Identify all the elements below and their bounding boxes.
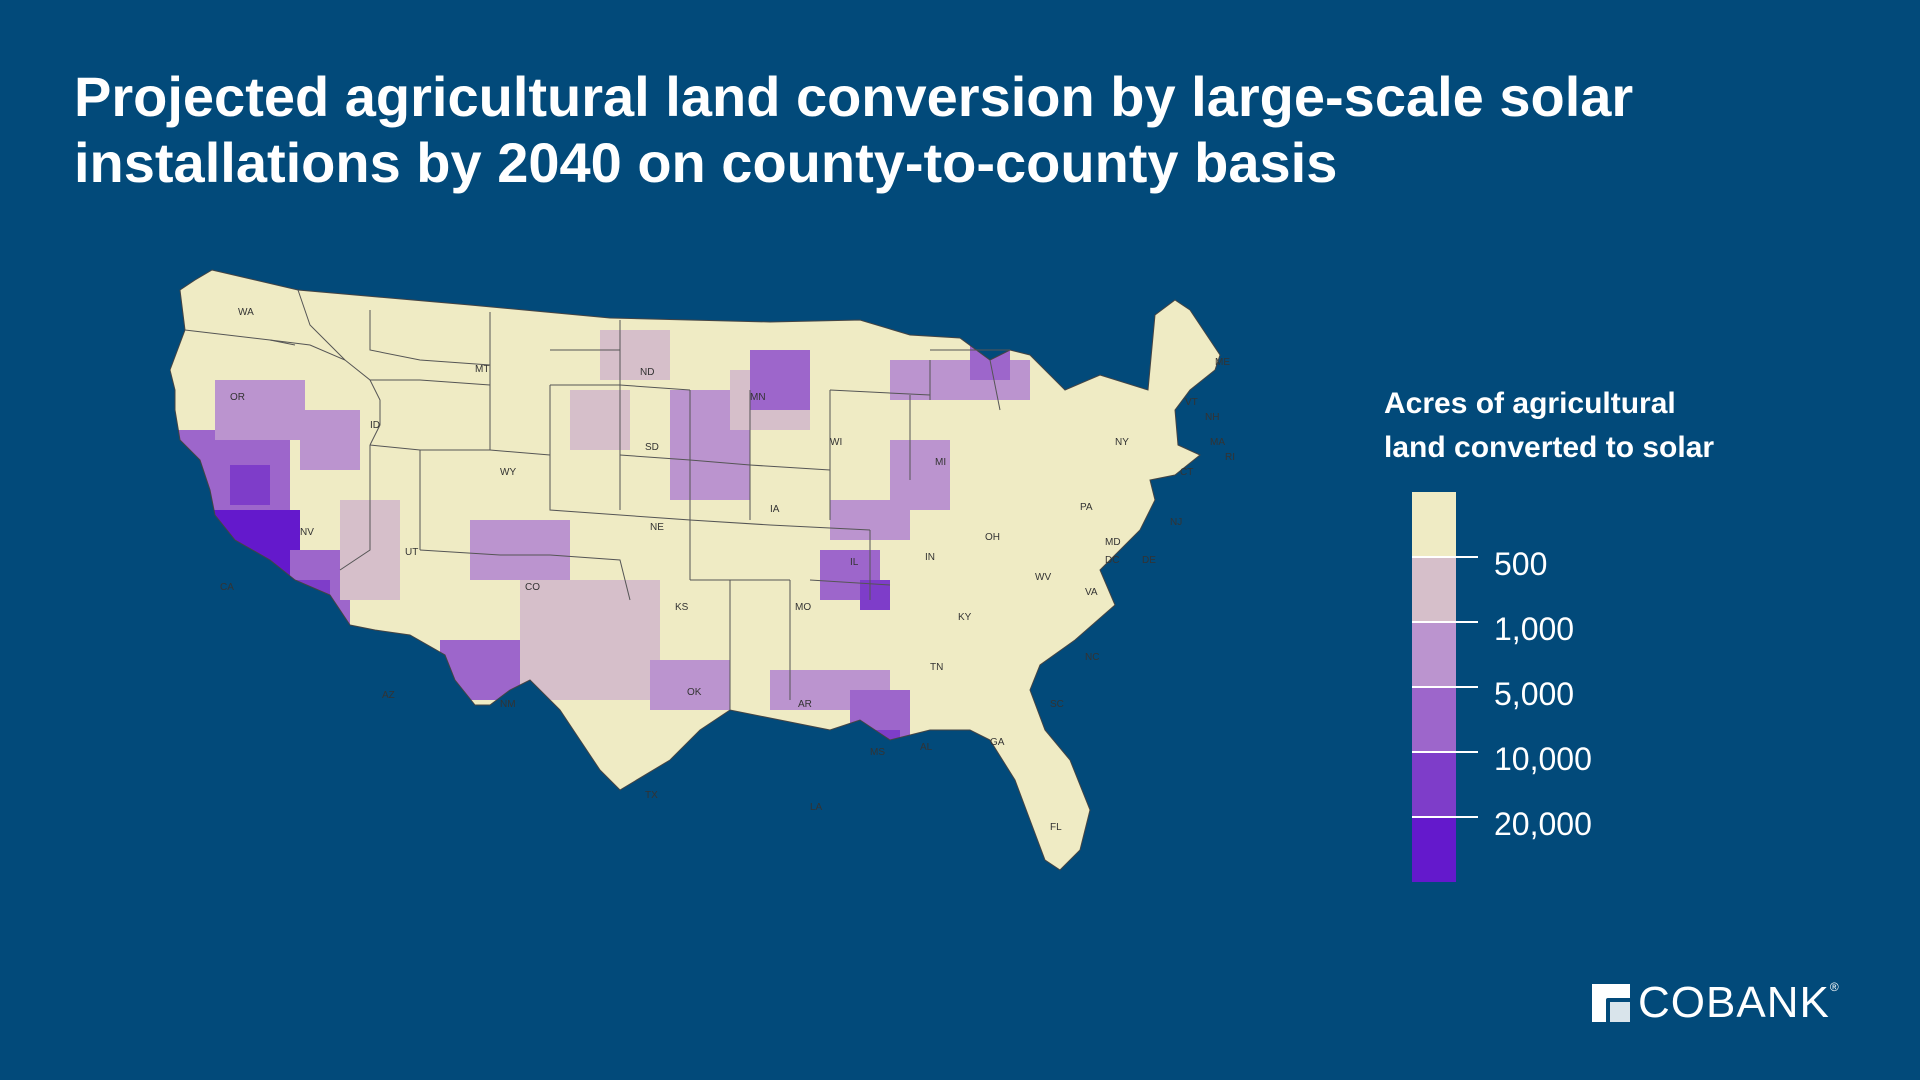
state-label-co: CO	[525, 582, 540, 593]
state-label-az: AZ	[382, 690, 395, 701]
state-label-ar: AR	[798, 699, 812, 710]
legend-label-20000: 20,000	[1494, 806, 1592, 842]
state-label-de: DE	[1142, 555, 1156, 566]
cobank-logo-icon	[1592, 984, 1630, 1022]
legend-label-500: 500	[1494, 546, 1548, 582]
state-label-id: ID	[370, 420, 380, 431]
legend-tick-20000	[1412, 816, 1478, 818]
state-label-al: AL	[920, 742, 933, 753]
legend-tick-500	[1412, 556, 1478, 558]
state-label-fl: FL	[1050, 822, 1062, 833]
state-label-wv: WV	[1035, 572, 1051, 583]
state-label-mn: MN	[750, 392, 766, 403]
state-label-ne: NE	[650, 522, 664, 533]
legend-swatch-500-1000	[1412, 557, 1456, 622]
state-label-oh: OH	[985, 532, 1000, 543]
state-label-wy: WY	[500, 467, 516, 478]
state-label-nj: NJ	[1170, 517, 1182, 528]
legend-title: Acres of agricultural land converted to …	[1384, 382, 1714, 470]
region-nevada	[215, 380, 305, 440]
legend-tick-1000	[1412, 621, 1478, 623]
state-label-ca: CA	[220, 582, 234, 593]
state-label-vt: VT	[1185, 397, 1198, 408]
legend-swatch-5000-10000	[1412, 687, 1456, 752]
state-label-in: IN	[925, 552, 935, 563]
state-label-md: MD	[1105, 537, 1121, 548]
legend-label-5000: 5,000	[1494, 676, 1575, 712]
cobank-logo-text: COBANK	[1638, 978, 1830, 1027]
state-label-ia: IA	[770, 504, 780, 515]
legend-tick-10000	[1412, 751, 1478, 753]
region-utah	[300, 410, 360, 470]
state-label-ks: KS	[675, 602, 689, 613]
state-label-il: IL	[850, 557, 859, 568]
state-label-sd: SD	[645, 442, 659, 453]
legend-label-1000: 1,000	[1494, 611, 1575, 647]
state-label-ky: KY	[958, 612, 972, 623]
region-louisiana	[650, 660, 730, 710]
us-county-choropleth-map: WA OR ID MT ND MN ME VT NH MA RI CT NY W…	[170, 250, 1280, 960]
map-title: Projected agricultural land conversion b…	[74, 64, 1774, 196]
state-label-ri: RI	[1225, 452, 1235, 463]
cobank-logo: COBANK ®	[1590, 978, 1839, 1028]
state-label-pa: PA	[1080, 502, 1093, 513]
state-label-mo: MO	[795, 602, 811, 613]
legend-color-scale	[1412, 492, 1478, 882]
legend-title-line-2: land converted to solar	[1384, 431, 1715, 464]
state-labels: WA OR ID MT ND MN ME VT NH MA RI CT NY W…	[220, 307, 1235, 833]
state-borders	[170, 269, 1221, 871]
state-label-nv: NV	[300, 527, 314, 538]
region-oklahoma	[470, 520, 570, 580]
region-minnesota-south	[600, 330, 670, 380]
state-label-me: ME	[1215, 357, 1230, 368]
legend-title-line-1: Acres of agricultural	[1384, 387, 1676, 420]
legend-swatch-10000-20000	[1412, 752, 1456, 817]
legend-swatch-1000-5000	[1412, 622, 1456, 687]
region-virginia	[890, 440, 950, 510]
state-label-ny: NY	[1115, 437, 1129, 448]
state-label-wi: WI	[830, 437, 842, 448]
map-title-line-1: Projected agricultural land conversion b…	[74, 65, 1634, 128]
state-label-nh: NH	[1205, 412, 1219, 423]
region-central-california	[230, 465, 270, 505]
state-label-tn: TN	[930, 662, 943, 673]
state-label-ma: MA	[1210, 437, 1225, 448]
state-label-mi: MI	[935, 457, 946, 468]
legend-label-10000: 10,000	[1494, 741, 1592, 777]
region-central-texas	[520, 580, 660, 700]
legend-tick-5000	[1412, 686, 1478, 688]
state-label-ms: MS	[870, 747, 885, 758]
state-label-nm: NM	[500, 699, 516, 710]
legend-swatch-over-20000	[1412, 817, 1456, 882]
state-label-dc: DC	[1105, 555, 1119, 566]
state-label-wa: WA	[238, 307, 254, 318]
state-label-la: LA	[810, 802, 823, 813]
state-label-or: OR	[230, 392, 245, 403]
state-label-ok: OK	[687, 687, 702, 698]
state-label-nc: NC	[1085, 652, 1099, 663]
state-label-ct: CT	[1180, 467, 1193, 478]
state-label-ga: GA	[990, 737, 1005, 748]
region-arizona-south	[290, 580, 330, 630]
map-svg: WA OR ID MT ND MN ME VT NH MA RI CT NY W…	[170, 269, 1235, 871]
state-label-ut: UT	[405, 547, 418, 558]
state-label-nd: ND	[640, 367, 654, 378]
state-label-mt: MT	[475, 364, 489, 375]
state-label-va: VA	[1085, 587, 1098, 598]
state-label-sc: SC	[1050, 699, 1064, 710]
cobank-logo-registered: ®	[1829, 980, 1839, 994]
legend-swatch-under-500	[1412, 492, 1456, 557]
region-maine	[980, 310, 1030, 340]
region-michigan	[750, 350, 810, 410]
region-iowa	[570, 390, 630, 450]
map-title-line-2: installations by 2040 on county-to-count…	[74, 131, 1338, 194]
state-label-tx: TX	[645, 790, 658, 801]
